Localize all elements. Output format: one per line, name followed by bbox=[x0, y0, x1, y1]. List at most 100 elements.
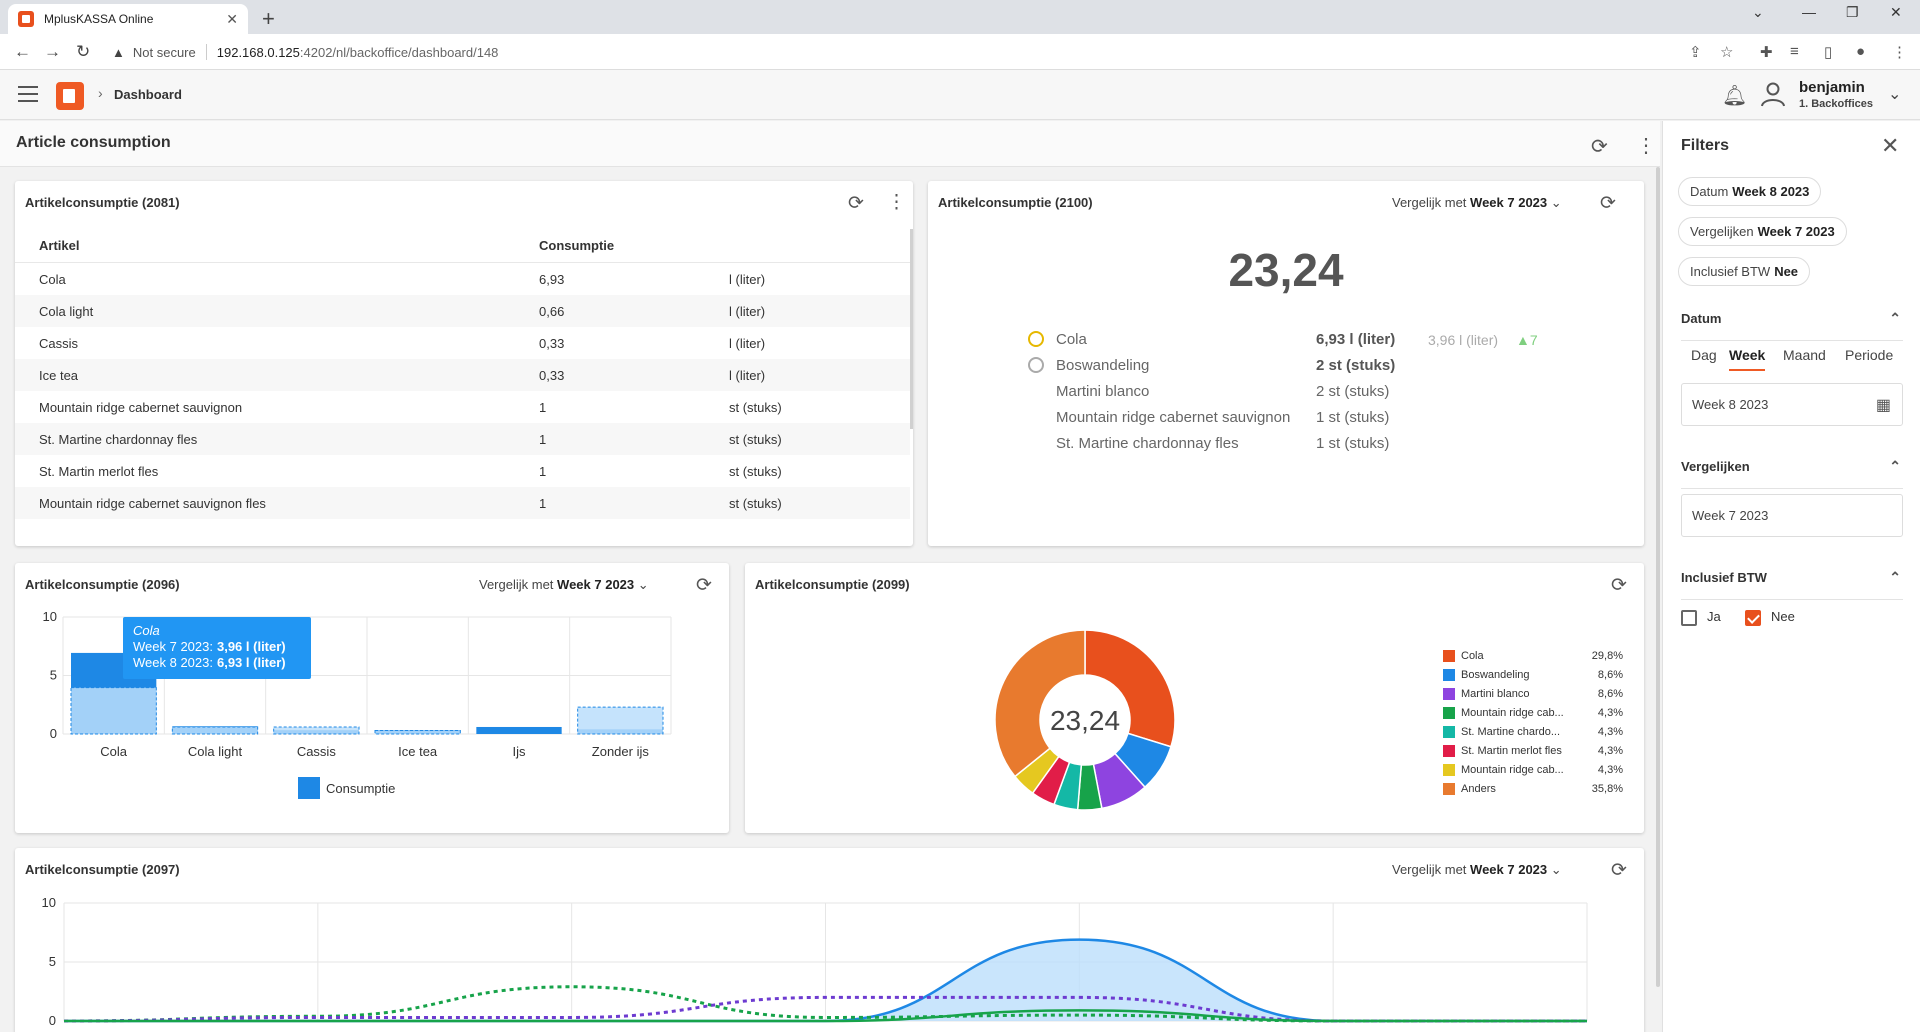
legend-item[interactable]: Mountain ridge cab... 4,3% bbox=[1443, 760, 1623, 779]
consumption-table: Artikel Consumptie Cola 6,93 l (liter) Cola… bbox=[15, 229, 910, 519]
legend-swatch bbox=[1443, 649, 1455, 662]
legend-item[interactable]: Anders 35,8% bbox=[1443, 779, 1623, 798]
pie-legend: Cola 29,8% Boswandeling 8,6% Martini blanco 8… bbox=[1443, 646, 1623, 798]
user-name[interactable]: benjamin bbox=[1799, 79, 1865, 96]
browser-toolbar: ← → ↻ ▲ Not secure 192.168.0.125 :4202/n… bbox=[0, 34, 1920, 70]
chevron-down-icon: ⌄ bbox=[1550, 195, 1562, 210]
hamburger-menu-icon[interactable] bbox=[18, 86, 38, 102]
sidebar-icon[interactable]: ▯ bbox=[1824, 44, 1833, 61]
table-row[interactable]: Cola light 0,66 l (liter) bbox=[15, 295, 910, 327]
legend-label: Boswandeling bbox=[1461, 668, 1530, 681]
media-icon[interactable]: ≡ bbox=[1790, 43, 1799, 60]
vergelijken-input[interactable]: Week 7 2023 bbox=[1681, 494, 1903, 537]
y-tick-label: 0 bbox=[50, 726, 57, 741]
compare-label: Vergelijk met bbox=[479, 577, 554, 592]
more-vert-icon[interactable]: ⋮ bbox=[887, 192, 906, 213]
section-vergelijken[interactable]: Vergelijken ⌃ bbox=[1681, 458, 1903, 489]
user-icon[interactable] bbox=[1760, 81, 1786, 107]
section-inclusief-btw[interactable]: Inclusief BTW ⌃ bbox=[1681, 569, 1903, 600]
app-logo[interactable] bbox=[56, 82, 84, 110]
url-host: 192.168.0.125 bbox=[216, 44, 300, 60]
compare-dropdown[interactable]: Vergelijk met Week 7 2023 ⌄ bbox=[1392, 195, 1562, 211]
table-cell: Cola light bbox=[39, 303, 94, 319]
column-header[interactable]: Consumptie bbox=[539, 238, 615, 253]
extensions-icon[interactable]: ✚ bbox=[1760, 44, 1773, 61]
datum-input[interactable]: Week 8 2023 ▦ bbox=[1681, 383, 1903, 426]
back-icon[interactable]: ← bbox=[14, 42, 31, 61]
refresh-icon[interactable]: ⟳ bbox=[1591, 136, 1608, 158]
browser-tab[interactable]: MplusKASSA Online ✕ bbox=[8, 4, 248, 34]
app-favicon-icon bbox=[18, 11, 34, 27]
filter-chip-vergelijken[interactable]: Vergelijken Week 7 2023 bbox=[1678, 217, 1847, 246]
new-tab-icon[interactable]: + bbox=[262, 6, 275, 31]
checkbox-label[interactable]: Nee bbox=[1771, 609, 1795, 624]
legend-item[interactable]: Boswandeling 8,6% bbox=[1443, 665, 1623, 684]
reload-icon[interactable]: ↻ bbox=[76, 42, 91, 61]
profile-icon[interactable]: ● bbox=[1856, 43, 1866, 60]
refresh-icon[interactable]: ⟳ bbox=[1611, 575, 1627, 596]
series-area bbox=[64, 939, 1587, 1021]
close-icon[interactable]: ✕ bbox=[226, 10, 238, 27]
table-cell: St. Martin merlot fles bbox=[39, 463, 159, 479]
filter-chip-datum[interactable]: Datum Week 8 2023 bbox=[1678, 177, 1822, 206]
y-tick-label: 10 bbox=[43, 609, 57, 624]
legend-item[interactable]: Cola 29,8% bbox=[1443, 646, 1623, 665]
pie-slice bbox=[994, 629, 1086, 778]
compare-dropdown[interactable]: Vergelijk met Week 7 2023 ⌄ bbox=[479, 577, 649, 593]
segment-maand[interactable]: Maand bbox=[1783, 347, 1826, 363]
refresh-icon[interactable]: ⟳ bbox=[848, 193, 864, 214]
forward-icon[interactable]: → bbox=[44, 42, 61, 61]
refresh-icon[interactable]: ⟳ bbox=[1611, 860, 1627, 881]
tooltip-value: 3,96 l (liter) bbox=[217, 639, 286, 654]
table-row[interactable]: Ice tea 0,33 l (liter) bbox=[15, 359, 910, 391]
legend-swatch bbox=[1443, 706, 1455, 719]
checkbox-ja[interactable] bbox=[1681, 610, 1697, 626]
table-cell: st (stuks) bbox=[729, 431, 782, 447]
address-bar[interactable]: ▲ Not secure 192.168.0.125 :4202/nl/back… bbox=[108, 38, 1773, 66]
pie-slice bbox=[1084, 629, 1176, 748]
legend-item[interactable]: St. Martine chardo... 4,3% bbox=[1443, 722, 1623, 741]
table-row[interactable]: St. Martine chardonnay fles 1 st (stuks) bbox=[15, 423, 910, 455]
section-datum[interactable]: Datum ⌃ bbox=[1681, 310, 1903, 341]
share-icon[interactable]: ⇪ bbox=[1689, 44, 1702, 61]
more-vert-icon[interactable]: ⋮ bbox=[1636, 135, 1656, 157]
compare-dropdown[interactable]: Vergelijk met Week 7 2023 ⌄ bbox=[1392, 862, 1562, 878]
chevron-down-icon[interactable]: ⌄ bbox=[1752, 4, 1764, 20]
table-row[interactable]: St. Martin merlot fles 1 st (stuks) bbox=[15, 455, 910, 487]
legend-item[interactable]: Mountain ridge cab... 4,3% bbox=[1443, 703, 1623, 722]
legend-percent: 35,8% bbox=[1591, 782, 1623, 795]
main-scrollbar[interactable] bbox=[1656, 167, 1660, 987]
window-close-icon[interactable]: ✕ bbox=[1890, 4, 1902, 20]
legend-item[interactable]: St. Martin merlot fles 4,3% bbox=[1443, 741, 1623, 760]
calendar-icon[interactable]: ▦ bbox=[1875, 397, 1891, 414]
table-row[interactable]: Cassis 0,33 l (liter) bbox=[15, 327, 910, 359]
checkbox-label[interactable]: Ja bbox=[1707, 609, 1721, 624]
table-row[interactable]: Cola 6,93 l (liter) bbox=[15, 263, 910, 295]
table-row[interactable]: Mountain ridge cabernet sauvignon 1 st (st… bbox=[15, 391, 910, 423]
bell-icon[interactable]: 🔔︎ bbox=[1722, 85, 1748, 107]
refresh-icon[interactable]: ⟳ bbox=[696, 575, 712, 596]
column-header[interactable]: Artikel bbox=[39, 238, 80, 253]
table-row[interactable]: Mountain ridge cabernet sauvignon fles 1 s… bbox=[15, 487, 910, 519]
menu-icon[interactable]: ⋮ bbox=[1892, 44, 1907, 61]
star-icon[interactable]: ☆ bbox=[1720, 44, 1734, 61]
breadcrumb[interactable]: Dashboard bbox=[114, 87, 182, 102]
refresh-icon[interactable]: ⟳ bbox=[1600, 193, 1616, 214]
segment-week[interactable]: Week bbox=[1729, 347, 1766, 371]
checkbox-nee[interactable] bbox=[1745, 610, 1761, 626]
filter-chip-btw[interactable]: Inclusief BTW Nee bbox=[1678, 257, 1811, 286]
chevron-down-icon[interactable]: ⌄ bbox=[1888, 86, 1902, 103]
card-title: Artikelconsumptie (2081) bbox=[25, 195, 180, 210]
chevron-up-icon: ⌃ bbox=[1889, 310, 1901, 326]
app-header: › Dashboard 🔔︎ benjamin 1. Backoffices ⌄ bbox=[0, 70, 1920, 120]
legend-item[interactable]: Martini blanco 8,6% bbox=[1443, 684, 1623, 703]
minimize-icon[interactable]: — bbox=[1802, 4, 1816, 20]
segment-dag[interactable]: Dag bbox=[1691, 347, 1717, 363]
ranking-delta: ▲7 bbox=[1516, 332, 1538, 348]
tooltip-line: Week 7 2023: 3,96 l (liter) bbox=[133, 639, 286, 654]
segment-periode[interactable]: Periode bbox=[1845, 347, 1894, 363]
warning-icon: ▲ bbox=[112, 44, 125, 60]
restore-icon[interactable]: ❐ bbox=[1846, 4, 1859, 20]
table-scrollbar[interactable] bbox=[910, 229, 913, 429]
close-icon[interactable]: ✕ bbox=[1881, 133, 1900, 158]
